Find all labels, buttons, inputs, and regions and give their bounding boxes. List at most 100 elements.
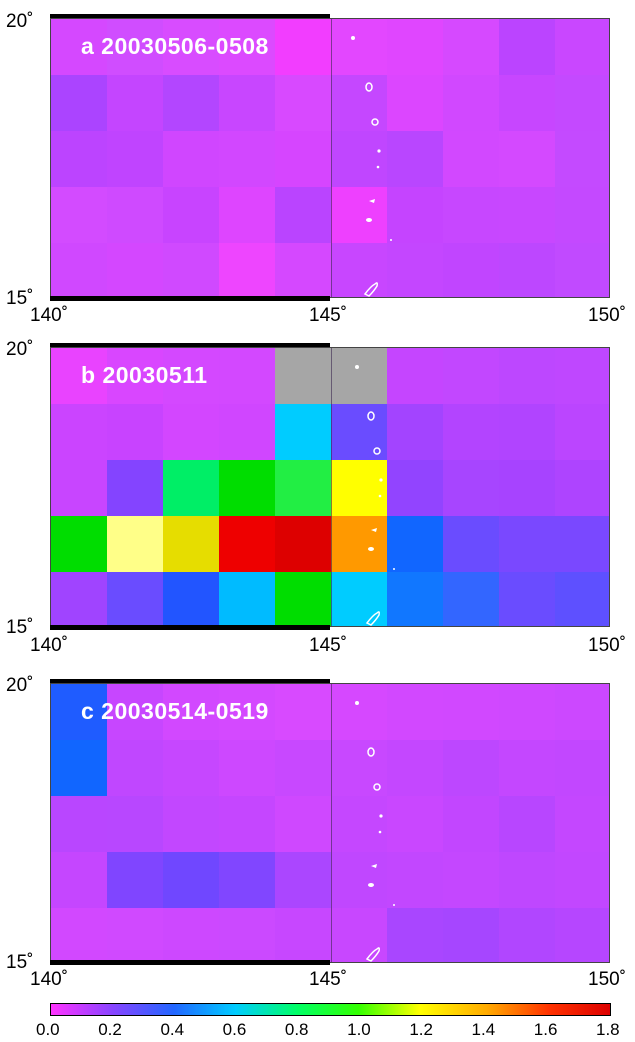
grid-cell: [387, 187, 443, 243]
grid-cell: [51, 75, 107, 131]
island-chain: [351, 36, 392, 297]
colorbar-tick-label: 0.4: [160, 1020, 185, 1039]
grid-cell: [219, 516, 275, 572]
grid-cell: [107, 19, 163, 75]
grid-cell: [163, 684, 219, 740]
grid-cell: [387, 19, 443, 75]
panel-label: b 20030511: [81, 362, 208, 388]
grid-cell: [331, 684, 387, 740]
grid-cell: [107, 131, 163, 187]
grid-cell: [555, 460, 609, 516]
grid-cell: [107, 75, 163, 131]
grid-cell: [387, 516, 443, 572]
grid-cell: [163, 187, 219, 243]
grid-cell: [555, 187, 609, 243]
grid-cell: [387, 796, 443, 852]
lon-tick-140: 140˚: [30, 305, 69, 326]
lon-tick-145: 145˚: [309, 969, 348, 990]
grid-cell: [219, 572, 275, 626]
grid-cell: [219, 187, 275, 243]
grid-cell: [555, 908, 609, 962]
grid-cell: [163, 908, 219, 962]
grid-cell: [163, 75, 219, 131]
grid-cell: [275, 187, 331, 243]
grid-cell: [555, 852, 609, 908]
grid-cell: [555, 348, 609, 404]
grid-cell: [219, 852, 275, 908]
grid-cell: [443, 243, 499, 297]
lon-tick-140: 140˚: [30, 635, 69, 656]
grid-cell: [51, 19, 107, 75]
grid-cell: [163, 348, 219, 404]
grid-cell: [499, 19, 555, 75]
colorbar-tick-label: 1.4: [471, 1020, 496, 1039]
grid-cell: [499, 908, 555, 962]
grid-cell: [219, 740, 275, 796]
grid-cell: [51, 187, 107, 243]
grid-cell: [219, 796, 275, 852]
island-chain: [355, 701, 395, 962]
colorbar-tick-label: 0.6: [222, 1020, 247, 1039]
grid-cell: [107, 740, 163, 796]
grid-cell: [51, 243, 107, 297]
lat-tick-15: 15˚: [6, 952, 34, 973]
grid-cell: [499, 572, 555, 626]
grid-cell: [163, 796, 219, 852]
grid-cell: [387, 75, 443, 131]
grid-cell: [331, 516, 387, 572]
grid-cell: [163, 243, 219, 297]
grid-cell: [219, 131, 275, 187]
grid-cell: [499, 460, 555, 516]
grid-cell: [331, 460, 387, 516]
grid-cell: [443, 684, 499, 740]
grid-cell: [499, 516, 555, 572]
grid-cell: [219, 908, 275, 962]
frame-bar-top: [50, 343, 330, 348]
colorbar-tick-label: 0.2: [98, 1020, 122, 1039]
grid-cell: [443, 131, 499, 187]
grid-cell: [387, 460, 443, 516]
grid-cell: [387, 131, 443, 187]
grid-cell: [387, 404, 443, 460]
grid-cell: [275, 852, 331, 908]
grid-cell: [443, 19, 499, 75]
grid-cell: [499, 684, 555, 740]
grid-cell: [219, 243, 275, 297]
grid-cell: [107, 684, 163, 740]
grid-cell: [163, 740, 219, 796]
grid-cell: [387, 243, 443, 297]
lon-tick-140: 140˚: [30, 969, 69, 990]
grid-cell: [387, 572, 443, 626]
lat-tick-20: 20˚: [6, 675, 34, 696]
grid-cell: [219, 684, 275, 740]
grid-cell: [443, 852, 499, 908]
grid-cell: [51, 460, 107, 516]
grid-cell: [443, 404, 499, 460]
grid-cell: [163, 404, 219, 460]
grid-cell: [163, 131, 219, 187]
grid-cell: [107, 796, 163, 852]
lon-tick-150: 150˚: [588, 635, 627, 656]
grid-cell: [219, 460, 275, 516]
grid-cell: [387, 852, 443, 908]
grid-cell: [107, 572, 163, 626]
grid-cell: [555, 19, 609, 75]
grid-cell: [107, 243, 163, 297]
grid-cell: [107, 404, 163, 460]
grid-cell: [443, 740, 499, 796]
grid-cell: [163, 572, 219, 626]
grid-cell: [219, 348, 275, 404]
grid-cell: [275, 684, 331, 740]
grid-cell: [107, 852, 163, 908]
grid-cell: [331, 243, 387, 297]
map-area: c 20030514-0519: [50, 683, 610, 963]
grid-cell: [275, 740, 331, 796]
lat-tick-20: 20˚: [6, 11, 34, 32]
lat-tick-15: 15˚: [6, 617, 34, 638]
grid-cell: [275, 572, 331, 626]
grid-cell: [275, 243, 331, 297]
grid-cell: [275, 19, 331, 75]
grid-cell: [107, 460, 163, 516]
grid-cell: [275, 796, 331, 852]
frame-bar-bottom: [50, 296, 330, 301]
